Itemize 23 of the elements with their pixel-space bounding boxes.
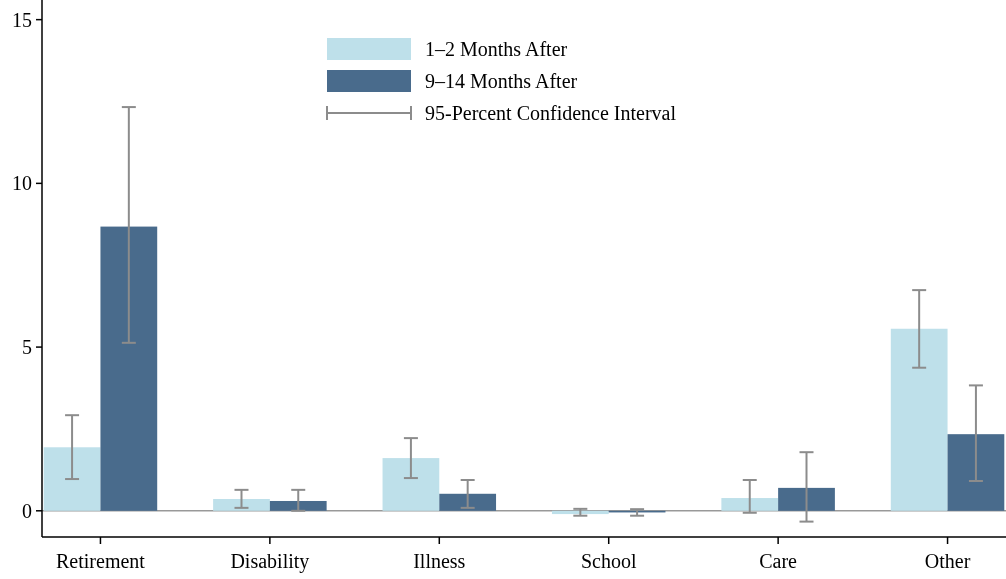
x-tick-label: Disability [230,550,310,573]
x-tick-label: Other [924,550,971,572]
x-tick-label: Care [759,550,798,572]
bar [778,487,835,511]
legend-label: 9–14 Months After [425,70,578,92]
bar [890,328,948,511]
y-tick-label: 15 [12,8,32,31]
bar [439,493,497,511]
bar [100,226,158,511]
bar [213,499,270,511]
y-tick-label: 5 [22,336,32,359]
annotation: 95-Percent Confidence Interval [425,102,677,124]
bar [721,498,779,511]
bar [947,434,1005,511]
legend-label: 1–2 Months After [425,38,568,60]
bar [382,458,440,511]
x-tick-label: Illness [413,550,466,572]
x-tick-label: Retirement [56,550,146,572]
bar [269,500,327,511]
y-tick-label: 0 [22,499,32,522]
bar [43,447,101,511]
y-tick-label: 10 [12,172,32,195]
x-tick-label: School [580,550,637,572]
